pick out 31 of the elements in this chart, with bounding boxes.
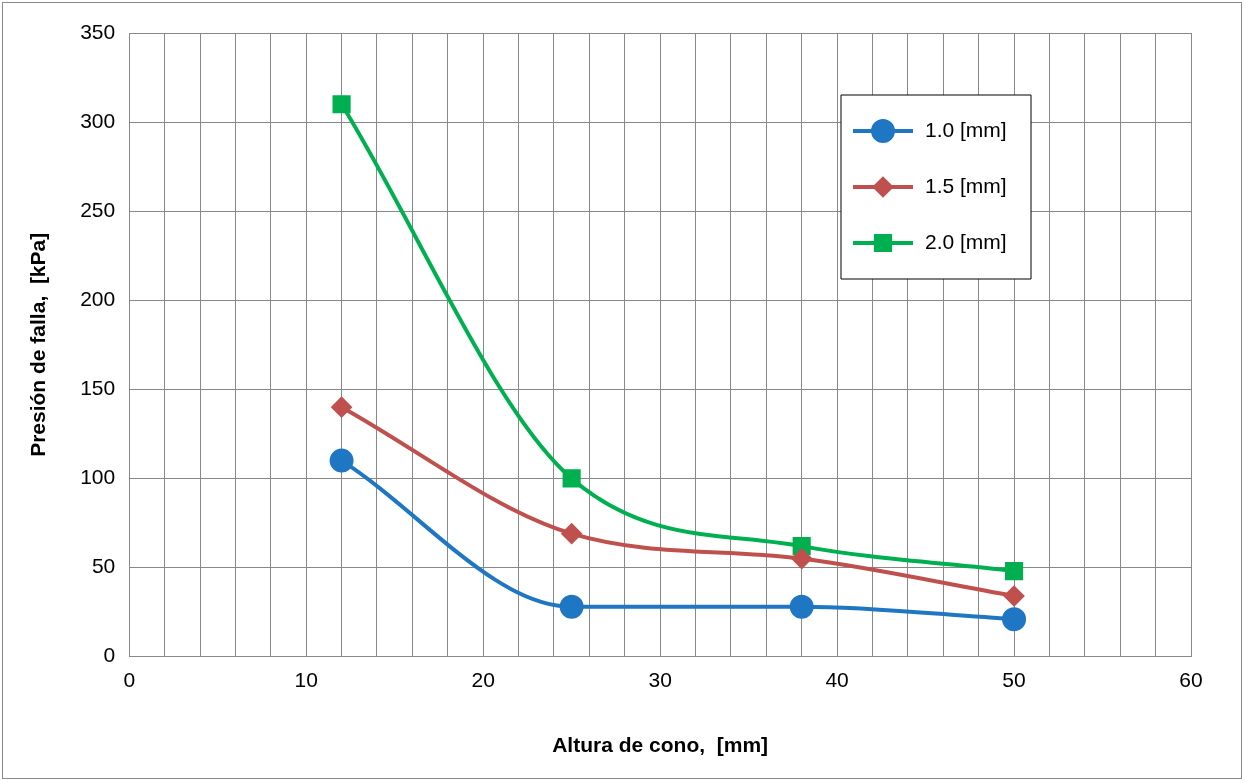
x-tick-label: 10: [294, 668, 318, 691]
x-tick-label: 0: [123, 668, 136, 691]
x-tick-label: 50: [1002, 668, 1026, 691]
y-tick-label: 50: [91, 554, 116, 578]
point: [559, 594, 584, 619]
point: [332, 95, 351, 114]
x-tick-label: 30: [648, 668, 672, 691]
y-tick-label: 200: [80, 287, 116, 311]
y-tick-label: 100: [80, 465, 116, 489]
point: [331, 397, 352, 418]
legend-label: 2.0 [mm]: [925, 229, 1007, 253]
point: [562, 469, 581, 488]
y-tick-label: 150: [80, 376, 116, 400]
x-axis-title: Altura de cono, [mm]: [552, 733, 769, 757]
point: [329, 448, 354, 473]
y-tick-label: 0: [103, 643, 116, 667]
point: [561, 523, 582, 544]
point: [791, 548, 812, 569]
y-tick-label: 300: [80, 108, 116, 132]
x-tick-label: 20: [471, 668, 495, 691]
y-tick-label: 350: [80, 19, 116, 43]
x-tick-label: 40: [825, 668, 849, 691]
point: [1004, 586, 1025, 607]
legend-label: 1.0 [mm]: [925, 117, 1007, 141]
point: [1004, 562, 1024, 581]
x-tick-label: 60: [1179, 668, 1203, 691]
point: [1002, 607, 1027, 632]
y-axis-title: Presión de falla, [kPa]: [26, 232, 50, 457]
y-tick-label: 250: [80, 197, 116, 221]
point: [789, 594, 814, 619]
legend-label: 1.5 [mm]: [925, 173, 1007, 197]
